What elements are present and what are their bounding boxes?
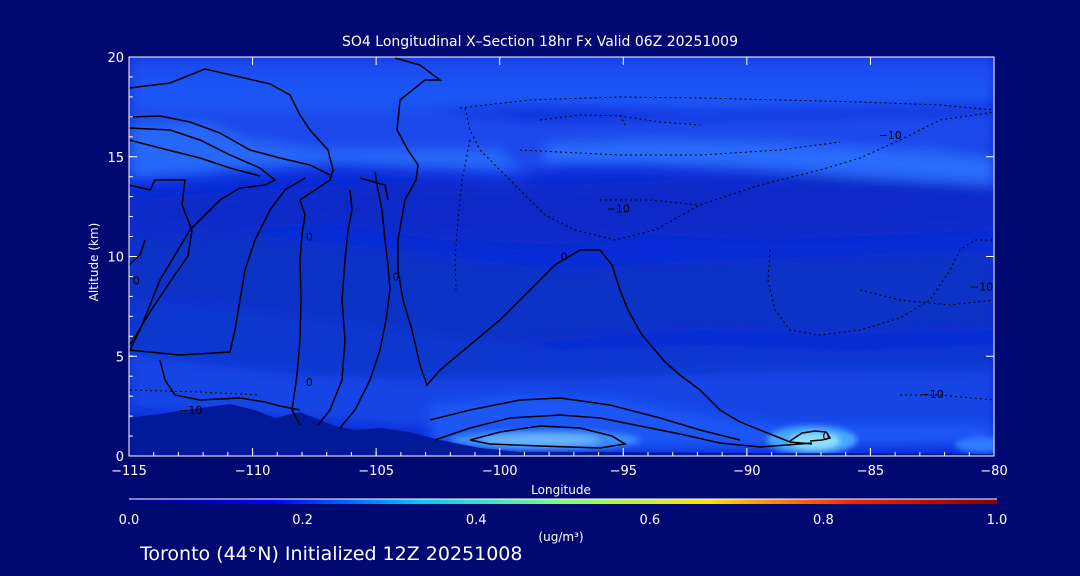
chart-title: SO4 Longitudinal X–Section 18hr Fx Valid… — [342, 34, 738, 50]
contour-label: 0 — [822, 430, 829, 443]
terrain — [129, 404, 994, 456]
colorbar — [129, 499, 997, 504]
colorbar-tick-label: 0.2 — [292, 513, 313, 528]
x-tick-label: −95 — [610, 464, 637, 479]
y-tick-label: 20 — [107, 51, 124, 66]
x-tick-label: −85 — [857, 464, 884, 479]
colorbar-tick-label: 1.0 — [987, 513, 1008, 528]
contour-label: 0 — [560, 251, 567, 264]
contour-label: 0 — [306, 231, 313, 244]
colorbar-tick-label: 0.8 — [813, 513, 834, 528]
x-tick-label: −110 — [235, 464, 271, 479]
contour-label: 0 — [133, 274, 140, 287]
contour-label: 0 — [392, 270, 399, 283]
colorbar-tick-label: 0.0 — [119, 513, 140, 528]
contour-label: −10 — [879, 129, 902, 142]
negative-contours — [129, 96, 994, 401]
x-axis-label: Longitude — [531, 483, 591, 497]
x-tick-label: −115 — [111, 464, 147, 479]
y-tick-label: 0 — [116, 450, 124, 465]
y-axis-label: Altitude (km) — [87, 223, 101, 302]
contour-label: 0 — [306, 376, 313, 389]
y-tick-label: 10 — [107, 251, 124, 266]
station-info: Toronto (44°N) Initialized 12Z 20251008 — [140, 543, 523, 565]
contour-label: −10 — [921, 388, 944, 401]
x-tick-label: −100 — [482, 464, 518, 479]
colorbar-tick-label: 0.6 — [639, 513, 660, 528]
contour-label: −10 — [179, 404, 202, 417]
contour-label: −10 — [607, 203, 630, 216]
colorbar-tick-label: 0.4 — [466, 513, 487, 528]
x-tick-label: −80 — [980, 464, 1007, 479]
x-tick-label: −105 — [358, 464, 394, 479]
y-tick-label: 15 — [107, 151, 124, 166]
x-tick-label: −90 — [733, 464, 760, 479]
contour-lines — [129, 57, 832, 449]
contour-label: −10 — [970, 280, 993, 293]
colorbar-units: (ug/m³) — [538, 530, 583, 544]
colorbar-ticks: 0.0 0.2 0.4 0.6 0.8 1.0 — [119, 498, 1008, 528]
y-tick-label: 5 — [116, 350, 124, 365]
contour-labels: −10 −10 −10 −10 −10 0 0 0 0 0 0 — [133, 129, 993, 443]
